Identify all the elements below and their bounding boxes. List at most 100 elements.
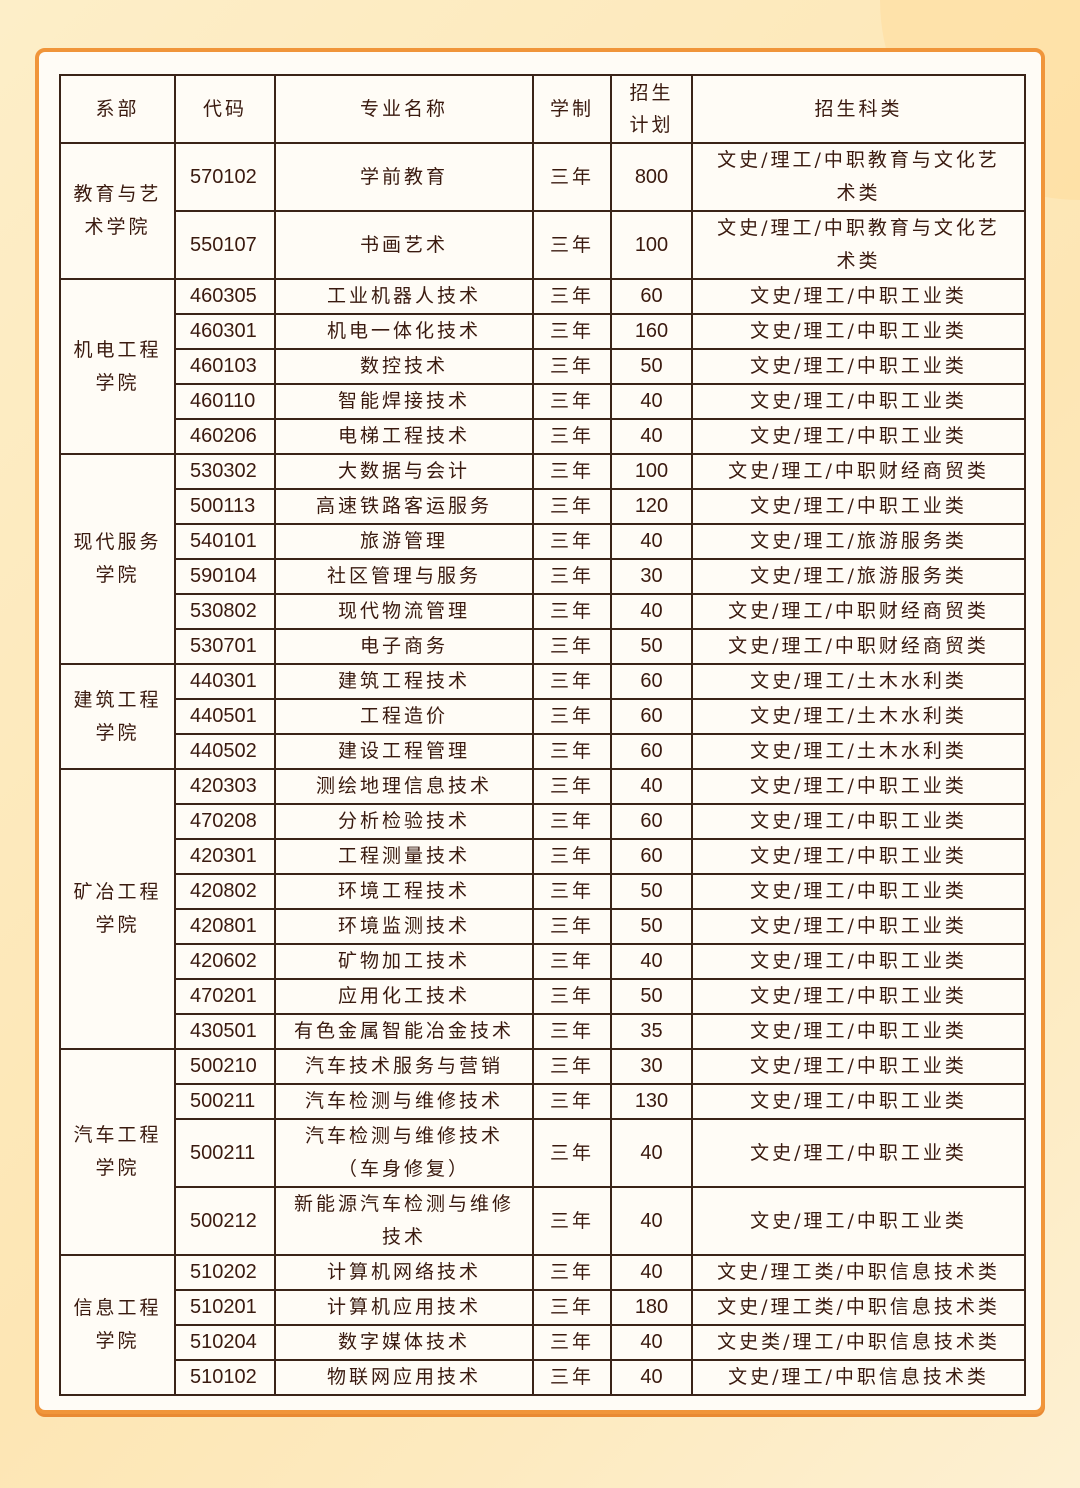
plan-cell: 40 [610, 1254, 693, 1291]
major-cell: 电梯工程技术 [274, 418, 534, 455]
code-cell: 500211 [174, 1118, 276, 1188]
major-cell: 大数据与会计 [274, 453, 534, 490]
table-row: 信息工程学院 510202 计算机网络技术 三年 40 文史/理工类/中职信息技术类 [59, 1254, 1026, 1396]
code-cell: 420301 [174, 838, 276, 875]
major-cell: 建筑工程技术 [274, 663, 534, 700]
category-cell: 文史/理工/中职工业类 [691, 978, 1026, 1015]
major-cell: 有色金属智能冶金技术 [274, 1013, 534, 1050]
years-cell: 三年 [532, 210, 612, 280]
major-cell: 现代物流管理 [274, 593, 534, 630]
major-cell: 工业机器人技术 [274, 278, 534, 315]
major-cell: 测绘地理信息技术 [274, 768, 534, 805]
category-cell: 文史/理工/中职工业类 [691, 1118, 1026, 1188]
code-cell: 530302 [174, 453, 276, 490]
table-row: 470201 应用化工技术 三年 50 文史/理工/中职工业类 [60, 978, 1026, 1015]
plan-cell: 100 [610, 453, 693, 490]
code-cell: 510102 [174, 1359, 276, 1396]
code-cell: 440501 [174, 698, 276, 735]
major-cell: 机电一体化技术 [274, 313, 534, 350]
header-plan: 招生计划 [610, 74, 693, 144]
plan-cell: 60 [610, 733, 693, 770]
years-cell: 三年 [532, 1083, 612, 1120]
header-dept: 系部 [59, 74, 176, 144]
code-cell: 540101 [174, 523, 276, 560]
major-cell: 新能源汽车检测与维修技术 [274, 1186, 534, 1256]
header-category: 招生科类 [691, 74, 1026, 144]
plan-cell: 800 [610, 142, 693, 212]
category-cell: 文史/理工/中职工业类 [691, 803, 1026, 840]
major-cell: 旅游管理 [274, 523, 534, 560]
table-row: 420801 环境监测技术 三年 50 文史/理工/中职工业类 [60, 908, 1026, 945]
plan-cell: 40 [610, 1186, 693, 1256]
years-cell: 三年 [532, 142, 612, 212]
category-cell: 文史/理工/中职工业类 [691, 488, 1026, 525]
plan-cell: 50 [610, 873, 693, 910]
code-cell: 470201 [174, 978, 276, 1015]
code-cell: 470208 [174, 803, 276, 840]
years-cell: 三年 [532, 1186, 612, 1256]
code-cell: 440301 [174, 663, 276, 700]
table-row: 590104 社区管理与服务 三年 30 文史/理工/旅游服务类 [60, 558, 1026, 595]
code-cell: 420801 [174, 908, 276, 945]
major-cell: 电子商务 [274, 628, 534, 665]
years-cell: 三年 [532, 1118, 612, 1188]
category-cell: 文史/理工类/中职信息技术类 [691, 1254, 1026, 1291]
table-row: 建筑工程学院 440301 建筑工程技术 三年 60 文史/理工/土木水利类 [59, 663, 1026, 770]
category-cell: 文史/理工/中职工业类 [691, 348, 1026, 385]
category-cell: 文史/理工/旅游服务类 [691, 558, 1026, 595]
category-cell: 文史/理工/中职教育与文化艺术类 [691, 210, 1026, 280]
plan-cell: 160 [610, 313, 693, 350]
years-cell: 三年 [532, 1048, 612, 1085]
table-row: 500212 新能源汽车检测与维修技术 三年 40 文史/理工/中职工业类 [60, 1186, 1026, 1256]
category-cell: 文史/理工/中职工业类 [691, 278, 1026, 315]
plan-cell: 35 [610, 1013, 693, 1050]
years-cell: 三年 [532, 873, 612, 910]
major-cell: 工程测量技术 [274, 838, 534, 875]
years-cell: 三年 [532, 348, 612, 385]
years-cell: 三年 [532, 453, 612, 490]
code-cell: 500210 [174, 1048, 276, 1085]
major-cell: 智能焊接技术 [274, 383, 534, 420]
years-cell: 三年 [532, 733, 612, 770]
plan-cell: 60 [610, 838, 693, 875]
years-cell: 三年 [532, 1254, 612, 1291]
table-row: 510204 数字媒体技术 三年 40 文史类/理工/中职信息技术类 [60, 1324, 1026, 1361]
major-cell: 计算机应用技术 [274, 1289, 534, 1326]
category-cell: 文史/理工/中职信息技术类 [691, 1359, 1026, 1396]
major-cell: 矿物加工技术 [274, 943, 534, 980]
category-cell: 文史/理工/中职工业类 [691, 313, 1026, 350]
category-cell: 文史/理工/中职工业类 [691, 1083, 1026, 1120]
table-row: 510201 计算机应用技术 三年 180 文史/理工类/中职信息技术类 [60, 1289, 1026, 1326]
major-cell: 学前教育 [274, 142, 534, 212]
category-cell: 文史/理工/中职财经商贸类 [691, 593, 1026, 630]
table-row: 机电工程学院 460305 工业机器人技术 三年 60 文史/理工/中职工业类 [59, 278, 1026, 455]
code-cell: 430501 [174, 1013, 276, 1050]
table-row: 420802 环境工程技术 三年 50 文史/理工/中职工业类 [60, 873, 1026, 910]
plan-cell: 40 [610, 768, 693, 805]
code-cell: 420802 [174, 873, 276, 910]
major-cell: 汽车检测与维修技术 [274, 1083, 534, 1120]
category-cell: 文史/理工/中职工业类 [691, 768, 1026, 805]
table-row: 530701 电子商务 三年 50 文史/理工/中职财经商贸类 [60, 628, 1026, 665]
table-row: 420602 矿物加工技术 三年 40 文史/理工/中职工业类 [60, 943, 1026, 980]
years-cell: 三年 [532, 488, 612, 525]
category-cell: 文史/理工/中职财经商贸类 [691, 453, 1026, 490]
years-cell: 三年 [532, 523, 612, 560]
category-cell: 文史类/理工/中职信息技术类 [691, 1324, 1026, 1361]
major-cell: 社区管理与服务 [274, 558, 534, 595]
category-cell: 文史/理工/旅游服务类 [691, 523, 1026, 560]
category-cell: 文史/理工/中职工业类 [691, 1048, 1026, 1085]
plan-cell: 40 [610, 523, 693, 560]
table-row: 现代服务学院 530302 大数据与会计 三年 100 文史/理工/中职财经商贸类 [59, 453, 1026, 665]
plan-cell: 60 [610, 663, 693, 700]
years-cell: 三年 [532, 838, 612, 875]
major-cell: 应用化工技术 [274, 978, 534, 1015]
table-row: 460301 机电一体化技术 三年 160 文史/理工/中职工业类 [60, 313, 1026, 350]
plan-cell: 50 [610, 628, 693, 665]
code-cell: 530802 [174, 593, 276, 630]
category-cell: 文史/理工/中职工业类 [691, 418, 1026, 455]
plan-cell: 40 [610, 383, 693, 420]
table-row: 460103 数控技术 三年 50 文史/理工/中职工业类 [60, 348, 1026, 385]
table-row: 550107 书画艺术 三年 100 文史/理工/中职教育与文化艺术类 [60, 210, 1026, 280]
code-cell: 420303 [174, 768, 276, 805]
